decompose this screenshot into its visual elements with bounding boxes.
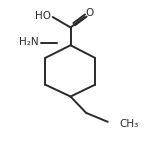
Text: HO: HO xyxy=(35,11,51,21)
Text: CH₃: CH₃ xyxy=(120,119,139,129)
Text: H₂N: H₂N xyxy=(19,37,39,47)
Text: O: O xyxy=(85,8,93,18)
